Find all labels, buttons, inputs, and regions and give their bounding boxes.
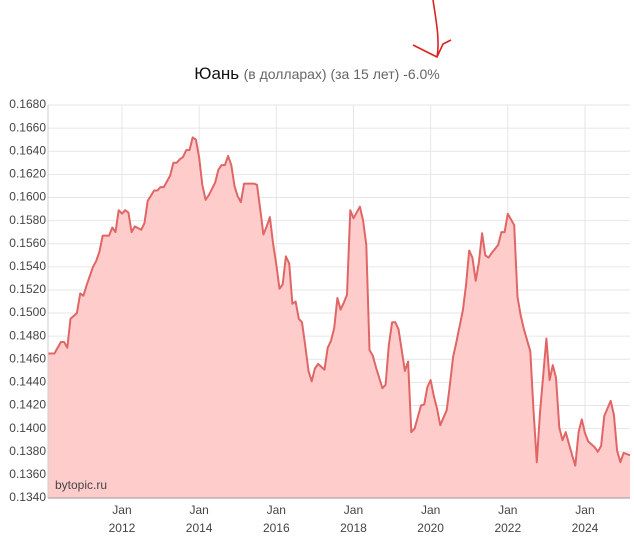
chart-title: Юань — [194, 64, 240, 83]
y-tick-label: 0.1340 — [9, 490, 46, 504]
arrow — [412, 0, 452, 59]
y-tick-label: 0.1640 — [9, 143, 46, 157]
y-tick-label: 0.1500 — [9, 305, 46, 319]
y-tick-label: 0.1560 — [9, 236, 46, 250]
y-tick-label: 0.1420 — [9, 398, 46, 412]
y-tick-label: 0.1680 — [9, 97, 46, 111]
header: Юань (в долларах) (за 15 лет) -6.0% — [0, 64, 634, 84]
y-tick-label: 0.1620 — [9, 167, 46, 181]
y-tick-label: 0.1520 — [9, 282, 46, 296]
x-tick-label: Jan 2022 — [494, 503, 522, 535]
y-tick-label: 0.1440 — [9, 375, 46, 389]
y-tick-label: 0.1460 — [9, 351, 46, 365]
x-tick-label: Jan 2014 — [185, 503, 213, 535]
x-tick-label: Jan 2020 — [417, 503, 444, 535]
y-tick-label: 0.1660 — [9, 120, 46, 134]
line — [48, 136, 631, 467]
area — [48, 137, 630, 498]
y-tick-label: 0.1600 — [9, 190, 46, 204]
chart-subtitle: (в долларах) (за 15 лет) -6.0% — [243, 66, 440, 82]
y-tick-label: 0.1400 — [9, 421, 46, 435]
x-tick-label: Jan 2024 — [571, 503, 599, 535]
y-tick-label: 0.1480 — [9, 328, 46, 342]
y-tick-label: 0.1380 — [9, 444, 46, 458]
x-tick-label: Jan 2012 — [108, 503, 136, 535]
y-tick-label: 0.1540 — [9, 259, 46, 273]
y-tick-label: 0.1580 — [9, 213, 46, 227]
x-tick-label: Jan 2016 — [262, 503, 290, 535]
y-tick-label: 0.1360 — [9, 467, 46, 481]
watermark: bytopic.ru — [55, 478, 107, 492]
x-tick-label: Jan 2018 — [340, 503, 367, 535]
